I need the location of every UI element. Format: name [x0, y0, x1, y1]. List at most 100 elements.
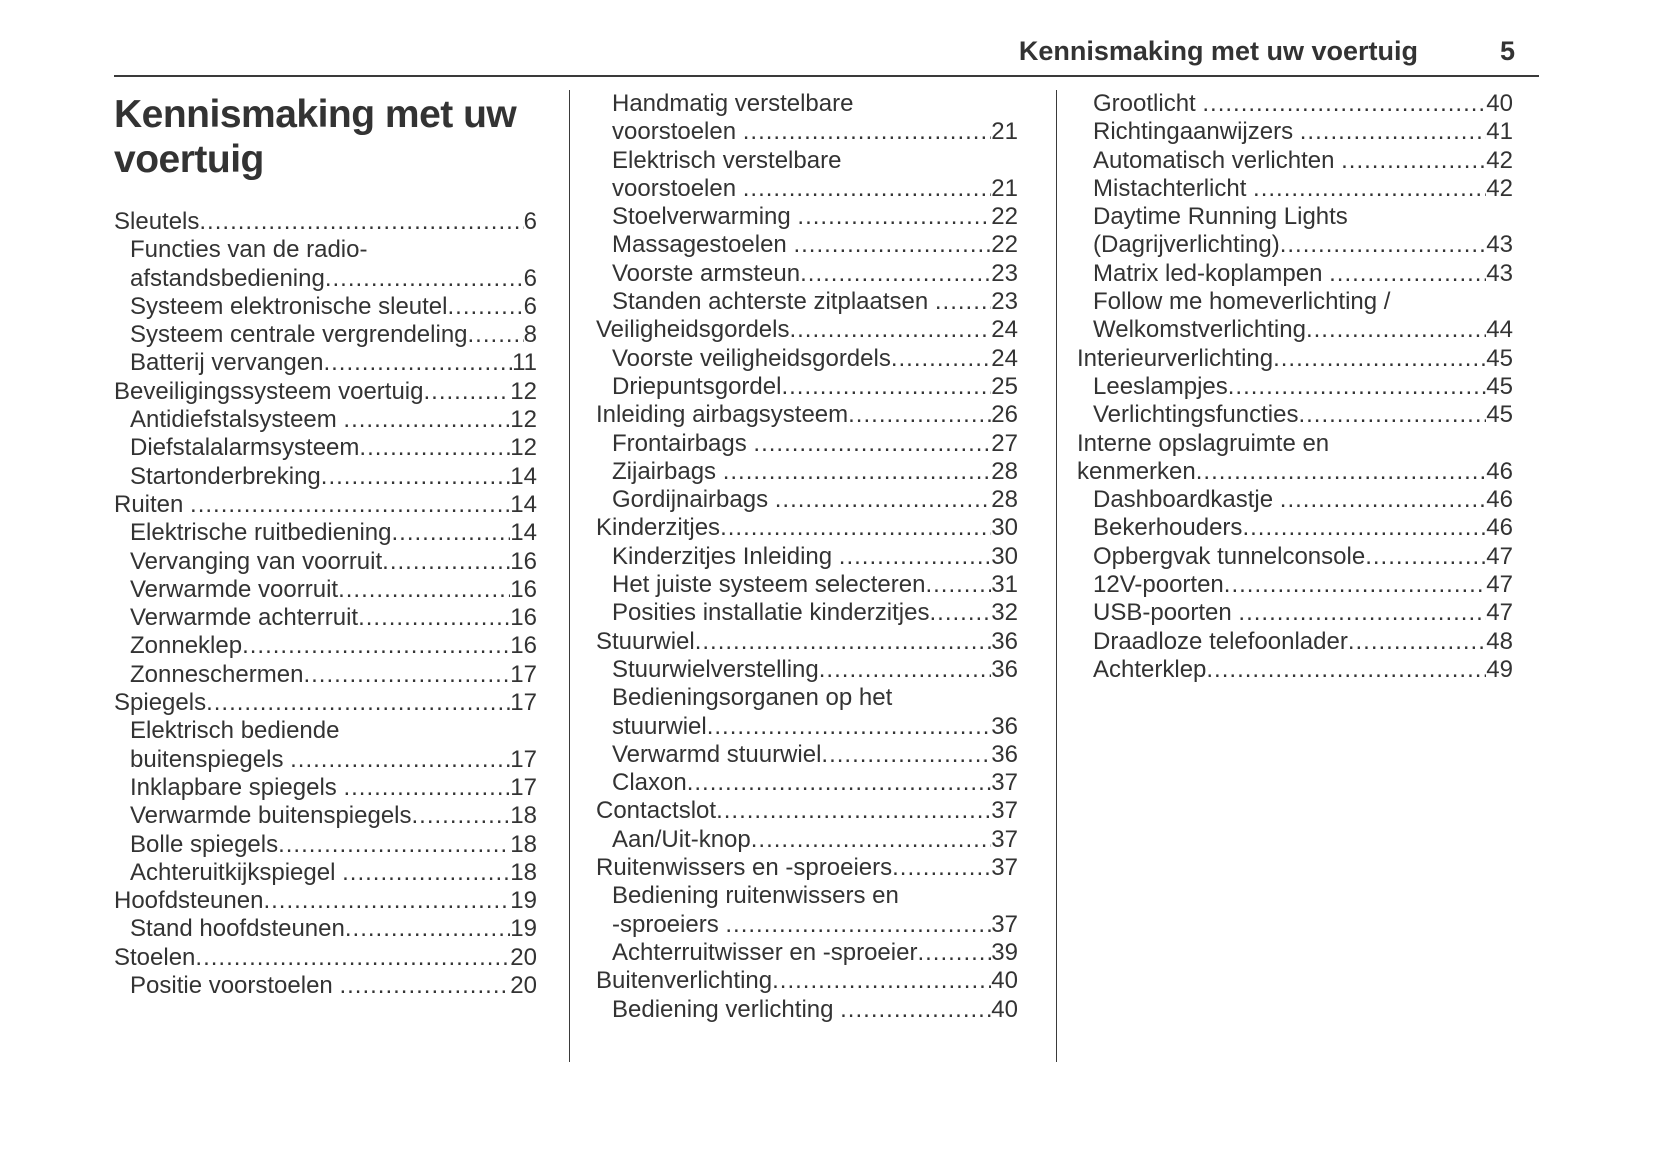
toc-entry-text: Driepuntsgordel — [612, 372, 782, 400]
dot-leader — [781, 373, 991, 401]
dot-leader — [891, 345, 991, 373]
toc-entry-text: Stoelen — [114, 943, 196, 971]
toc-page-number: 43 — [1486, 231, 1513, 259]
dot-leader — [1206, 656, 1486, 684]
dot-leader — [190, 491, 510, 519]
toc-entry-text: Systeem centrale vergrendeling — [130, 321, 468, 349]
toc-entry: Verwarmde voorruit 16 — [114, 576, 537, 604]
toc-page-number: 45 — [1486, 344, 1513, 372]
dot-leader — [278, 831, 510, 859]
toc-page-number: 47 — [1486, 571, 1513, 599]
toc-entry: Vervanging van voorruit 16 — [114, 548, 537, 576]
toc-page-number: 20 — [510, 943, 537, 971]
toc-entry: Buitenverlichting 40 — [596, 967, 1018, 995]
toc-entry-text: Antidiefstalsysteem — [130, 406, 344, 434]
toc-page-number: 36 — [991, 627, 1018, 655]
toc-page-number: 37 — [991, 854, 1018, 882]
dot-leader — [382, 548, 510, 576]
toc-page-number: 21 — [991, 118, 1018, 146]
dot-leader — [716, 797, 991, 825]
toc-entry-text: afstandsbediening — [130, 264, 325, 292]
dot-leader — [242, 632, 510, 660]
toc-page-number: 23 — [991, 259, 1018, 287]
toc-entry-text: Kinderzitjes — [596, 514, 721, 542]
dot-leader — [687, 769, 992, 797]
toc-entry-text: Opbergvak tunnelconsole — [1093, 542, 1366, 570]
toc-page-number: 22 — [991, 203, 1018, 231]
toc-page-number: 36 — [991, 740, 1018, 768]
toc-entry-text: Zijairbags — [612, 457, 723, 485]
toc-entry: Stuurwielverstelling 36 — [596, 656, 1018, 684]
toc-page-number: 36 — [991, 655, 1018, 683]
toc-page-number: 41 — [1486, 118, 1513, 146]
toc-entry-text: stuurwiel — [612, 712, 707, 740]
toc-entry-text: Daytime Running Lights — [1093, 203, 1348, 231]
toc-column-1: Kennismaking met uw voertuig Sleutels6Fu… — [114, 90, 569, 1062]
toc-entry-text: Dashboardkastje — [1093, 486, 1280, 514]
toc-entry: Verwarmd stuurwiel 36 — [596, 741, 1018, 769]
toc-entry: Het juiste systeem selecteren 31 — [596, 571, 1018, 599]
toc-entry: Aan/Uit-knop 37 — [596, 826, 1018, 854]
toc-page-number: 47 — [1486, 542, 1513, 570]
toc-entry: Mistachterlicht 42 — [1077, 175, 1513, 203]
toc-entry: Achterklep 49 — [1077, 656, 1513, 684]
toc-entry-text: Verlichtingsfuncties — [1093, 401, 1299, 429]
toc-page-number: 31 — [991, 571, 1018, 599]
toc-page-number: 11 — [512, 349, 537, 377]
toc-entry: Positie voorstoelen 20 — [114, 972, 537, 1000]
toc-entry: Stoelen 20 — [114, 944, 537, 972]
dot-leader — [1341, 147, 1486, 175]
toc-entry: Systeem elektronische sleutel 6 — [114, 293, 537, 321]
toc-list-1: Sleutels6Functies van de radio-afstandsb… — [114, 208, 537, 1000]
toc-entry-text: Bediening ruitenwissers en — [612, 882, 899, 910]
toc-entry: Contactslot 37 — [596, 797, 1018, 825]
toc-entry: Inleiding airbagsysteem 26 — [596, 401, 1018, 429]
toc-entry-text: Draadloze telefoonlader — [1093, 627, 1348, 655]
toc-page-number: 21 — [991, 174, 1018, 202]
dot-leader — [1298, 401, 1486, 429]
toc-page-number: 16 — [510, 604, 537, 632]
dot-leader — [263, 887, 510, 915]
toc-page-number: 16 — [510, 575, 537, 603]
column-divider — [569, 90, 570, 1062]
toc-entry-text: Frontairbags — [612, 429, 754, 457]
toc-entry: Verlichtingsfuncties 45 — [1077, 401, 1513, 429]
dot-leader — [1242, 514, 1486, 542]
toc-page-number: 16 — [510, 632, 537, 660]
toc-entry-text: Mistachterlicht — [1093, 174, 1254, 202]
toc-entry: Stuurwiel 36 — [596, 628, 1018, 656]
toc-entry: Inklapbare spiegels 17 — [114, 774, 537, 802]
toc-entry-text: Positie voorstoelen — [130, 972, 340, 1000]
toc-entry-text: Verwarmde achterruit — [130, 604, 359, 632]
toc-entry: Bolle spiegels 18 — [114, 831, 537, 859]
toc-entry: Elektrische ruitbediening 14 — [114, 519, 537, 547]
toc-entry-text: Leeslampjes — [1093, 372, 1228, 400]
dot-leader — [935, 288, 991, 316]
toc-entry: Kinderzitjes 30 — [596, 514, 1018, 542]
toc-entry-text: Functies van de radio- — [130, 236, 368, 264]
dot-leader — [345, 915, 510, 943]
dot-leader — [839, 543, 992, 571]
toc-page-number: 37 — [991, 769, 1018, 797]
toc-page-number: 6 — [523, 264, 537, 292]
toc-entry-text: Verwarmde voorruit — [130, 575, 339, 603]
toc-entry: USB-poorten 47 — [1077, 599, 1513, 627]
dot-leader — [1238, 599, 1486, 627]
toc-entry-text: Posities installatie kinderzitjes — [612, 599, 930, 627]
toc-entry-text: Stoelverwarming — [612, 203, 798, 231]
dot-leader — [800, 260, 991, 288]
toc-entry-text: Startonderbreking — [130, 462, 321, 490]
dot-leader — [1365, 543, 1486, 571]
toc-page-number: 46 — [1486, 514, 1513, 542]
toc-page-number: 12 — [510, 406, 537, 434]
toc-entry: Zijairbags 28 — [596, 458, 1018, 486]
dot-leader — [743, 118, 992, 146]
toc-page-number: 37 — [991, 910, 1018, 938]
toc-entry: Opbergvak tunnelconsole 47 — [1077, 543, 1513, 571]
dot-leader — [342, 859, 510, 887]
toc-entry-text: voorstoelen — [612, 174, 743, 202]
